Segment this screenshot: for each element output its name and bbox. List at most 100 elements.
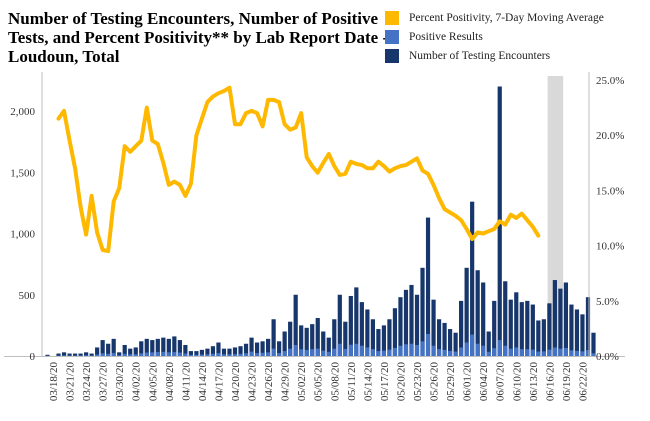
bar-positive-results — [177, 352, 182, 356]
bar-testing-encounters — [249, 337, 254, 356]
x-tick-label: 03/30/20 — [114, 362, 126, 402]
legend-label: Percent Positivity, 7-Day Moving Average — [409, 11, 604, 24]
bar-testing-encounters — [266, 338, 271, 356]
bar-testing-encounters — [72, 353, 78, 356]
bar-positive-results — [243, 353, 249, 356]
legend: Percent Positivity, 7-Day Moving Average… — [385, 8, 604, 65]
bar-positive-results — [359, 345, 364, 356]
bar-testing-encounters — [117, 352, 122, 356]
bar-testing-encounters — [354, 287, 359, 356]
bar-testing-encounters — [128, 348, 133, 356]
bar-positive-results — [183, 353, 188, 356]
bar-testing-encounters — [470, 201, 475, 356]
chart-title: Number of Testing Encounters, Number of … — [8, 9, 388, 66]
y-right-tick-label: 0.0% — [596, 351, 619, 363]
x-tick-label: 03/21/20 — [65, 362, 77, 402]
y-left-tick-label: 0 — [30, 351, 36, 363]
bar-testing-encounters — [205, 348, 210, 356]
y-right-tick-label: 20.0% — [596, 130, 624, 142]
bar-positive-results — [260, 352, 265, 356]
bar-testing-encounters — [293, 294, 298, 356]
bar-testing-encounters — [56, 353, 61, 356]
bar-positive-results — [232, 354, 238, 356]
legend-swatch-positivity — [385, 10, 399, 25]
bar-testing-encounters — [277, 341, 282, 356]
bar-testing-encounters — [530, 304, 535, 356]
bar-testing-encounters — [503, 281, 508, 356]
bar-positive-results — [409, 343, 414, 356]
bar-testing-encounters — [188, 351, 193, 356]
bar-positive-results — [84, 355, 89, 356]
bar-testing-encounters — [403, 289, 409, 356]
y-left-tick-label: 500 — [19, 290, 36, 302]
bar-testing-encounters — [199, 349, 205, 356]
y-right-tick-label: 10.0% — [596, 241, 624, 253]
bar-positive-results — [254, 353, 260, 356]
bar-positive-results — [188, 354, 193, 356]
x-tick-label: 05/23/20 — [412, 362, 424, 402]
x-tick-label: 06/04/20 — [478, 362, 490, 402]
bar-positive-results — [574, 350, 580, 356]
legend-label: Positive Results — [409, 30, 483, 43]
bar-positive-results — [321, 350, 326, 356]
bar-positive-results — [370, 349, 375, 356]
bar-testing-encounters — [321, 331, 326, 356]
x-tick-label: 06/13/20 — [528, 362, 540, 402]
bar-testing-encounters — [392, 308, 398, 356]
x-tick-label: 04/23/20 — [247, 362, 259, 402]
bar-testing-encounters — [210, 346, 216, 356]
bar-positive-results — [508, 348, 513, 356]
bar-positive-results — [139, 353, 144, 356]
bar-positive-results — [122, 353, 127, 356]
y-left-tick-label: 1,000 — [10, 229, 35, 241]
bar-positive-results — [536, 351, 541, 356]
bar-positive-results — [343, 348, 348, 356]
y-left-tick-label: 1,500 — [10, 167, 35, 179]
legend-item-positivity: Percent Positivity, 7-Day Moving Average — [385, 8, 604, 27]
bar-positive-results — [365, 347, 370, 356]
bar-testing-encounters — [326, 337, 331, 356]
bar-testing-encounters — [337, 294, 342, 356]
bar-positive-results — [172, 352, 177, 356]
bar-positive-results — [591, 353, 596, 356]
bar-testing-encounters — [133, 347, 138, 356]
bar-testing-encounters — [574, 309, 580, 356]
bar-positive-results — [464, 342, 469, 356]
legend-item-positive-results: Positive Results — [385, 27, 604, 46]
x-tick-label: 03/18/20 — [48, 362, 60, 402]
bar-testing-encounters — [155, 338, 160, 356]
bar-positive-results — [337, 343, 342, 356]
bar-testing-encounters — [409, 284, 414, 356]
bar-positive-results — [117, 355, 122, 356]
bar-positive-results — [392, 347, 398, 356]
bar-positive-results — [503, 345, 508, 356]
bar-testing-encounters — [436, 319, 442, 356]
positivity-line-layer — [56, 85, 541, 254]
bar-testing-encounters — [558, 288, 563, 356]
bar-positive-results — [387, 349, 392, 356]
bar-positive-results — [453, 351, 458, 356]
bar-testing-encounters — [150, 340, 155, 356]
bar-positive-results — [354, 343, 359, 356]
bar-testing-encounters — [591, 332, 596, 356]
bar-positive-results — [266, 352, 271, 356]
bar-positive-results — [150, 352, 155, 356]
bar-testing-encounters — [304, 327, 309, 356]
bar-testing-encounters — [177, 340, 182, 356]
bar-positive-results — [271, 348, 276, 356]
x-tick-label: 06/19/20 — [561, 362, 573, 402]
bar-testing-encounters — [67, 353, 72, 356]
bar-testing-encounters — [398, 297, 403, 356]
y-left-tick-label: 2,000 — [10, 106, 35, 118]
bar-testing-encounters — [475, 270, 480, 356]
bar-positive-results — [288, 348, 293, 356]
bar-testing-encounters — [547, 303, 552, 356]
bar-positive-results — [403, 344, 409, 356]
bar-testing-encounters — [447, 329, 453, 356]
bar-testing-encounters — [100, 340, 105, 356]
x-tick-label: 05/11/20 — [346, 362, 358, 401]
bar-positive-results — [414, 344, 420, 356]
bar-positive-results — [376, 351, 381, 356]
x-tick-label: 03/24/20 — [81, 362, 93, 402]
chart-title-line: Tests, and Percent Positivity** by Lab R… — [8, 28, 389, 47]
